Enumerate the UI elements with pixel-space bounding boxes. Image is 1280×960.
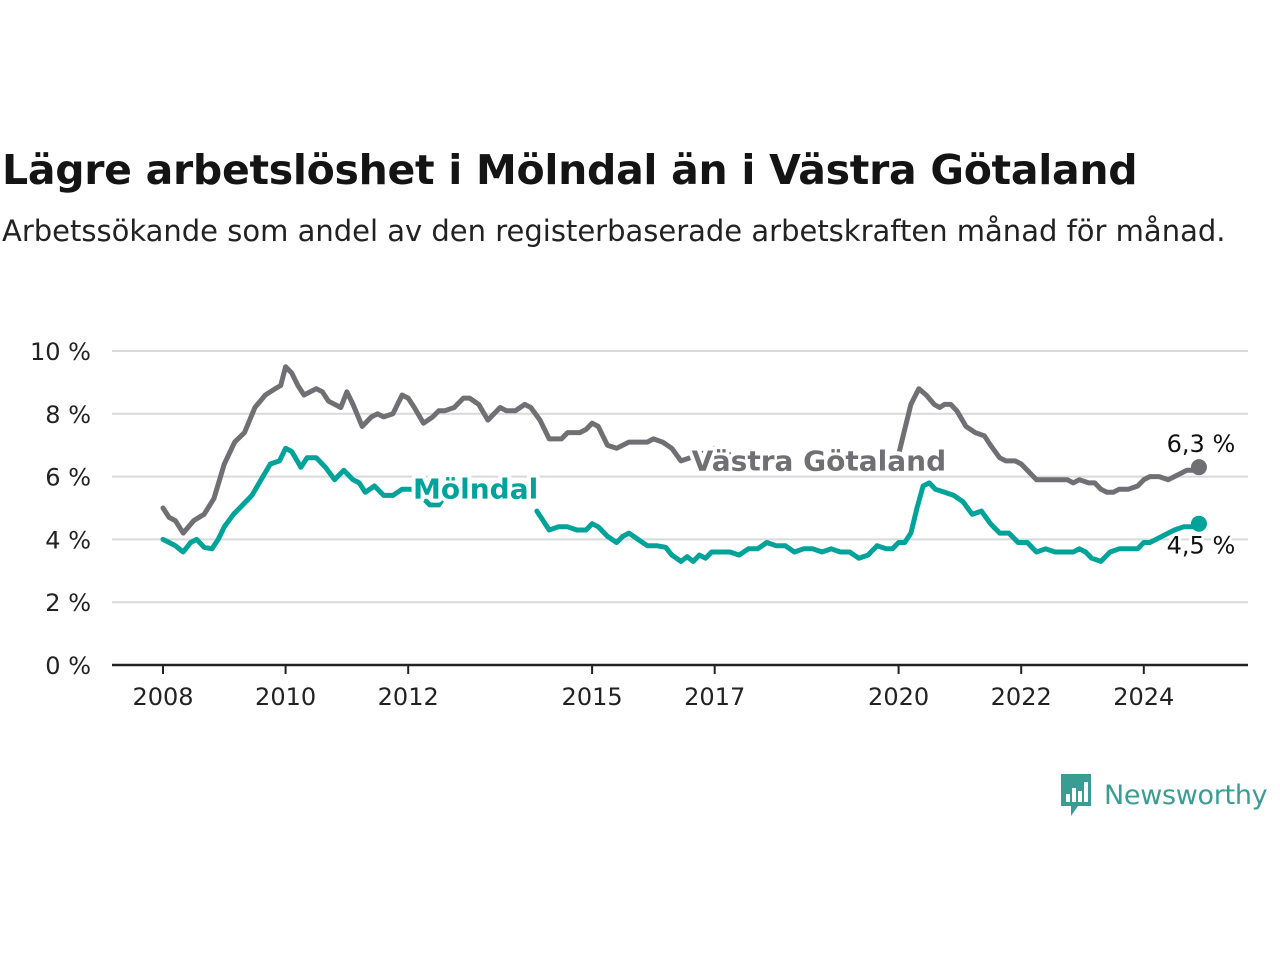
end-value-label: 6,3 % — [1167, 430, 1236, 458]
end-value-label: 4,5 % — [1167, 532, 1236, 560]
newsworthy-logo: Newsworthy — [1058, 772, 1268, 818]
y-tick-label: 0 % — [45, 652, 91, 680]
end-point-dot — [1190, 459, 1207, 476]
series-label: Mölndal — [413, 473, 538, 506]
y-tick-label: 2 % — [45, 589, 91, 617]
chart-subtitle: Arbetssökande som andel av den registerb… — [2, 214, 1226, 248]
x-tick-label: 2024 — [1113, 683, 1174, 711]
y-tick-label: 10 % — [30, 338, 91, 366]
brand-name: Newsworthy — [1104, 779, 1268, 811]
end-point-markers: 6,3 % 4,5 % — [1164, 427, 1239, 563]
y-tick-label: 6 % — [45, 464, 91, 492]
gridlines — [112, 350, 1248, 667]
y-tick-label: 8 % — [45, 401, 91, 429]
x-tick-label: 2010 — [255, 683, 316, 711]
series-line — [160, 364, 748, 536]
y-axis-ticks: 0 % 2 % 4 % 6 % 8 % 10 % — [30, 338, 91, 680]
x-tick-label: 2012 — [378, 683, 439, 711]
x-tick-label: 2015 — [562, 683, 623, 711]
series-line — [890, 386, 1202, 495]
x-tick-label: 2017 — [684, 683, 745, 711]
x-tick-label: 2022 — [991, 683, 1052, 711]
series-line — [534, 480, 1202, 564]
x-tick-label: 2020 — [868, 683, 929, 711]
chart-title: Lägre arbetslöshet i Mölndal än i Västra… — [2, 146, 1138, 194]
x-tick-label: 2008 — [132, 683, 193, 711]
end-point-dot — [1190, 515, 1207, 532]
series-labels: Mölndal Västra Götaland — [409, 440, 950, 509]
series-label: Västra Götaland — [692, 444, 947, 477]
chat-bar-chart-icon — [1061, 774, 1091, 816]
x-axis-ticks: 2008 2010 2012 2015 2017 2020 2022 2024 — [132, 665, 1174, 711]
series-lines — [160, 364, 1202, 564]
series-line — [160, 445, 448, 555]
y-tick-label: 4 % — [45, 526, 91, 554]
